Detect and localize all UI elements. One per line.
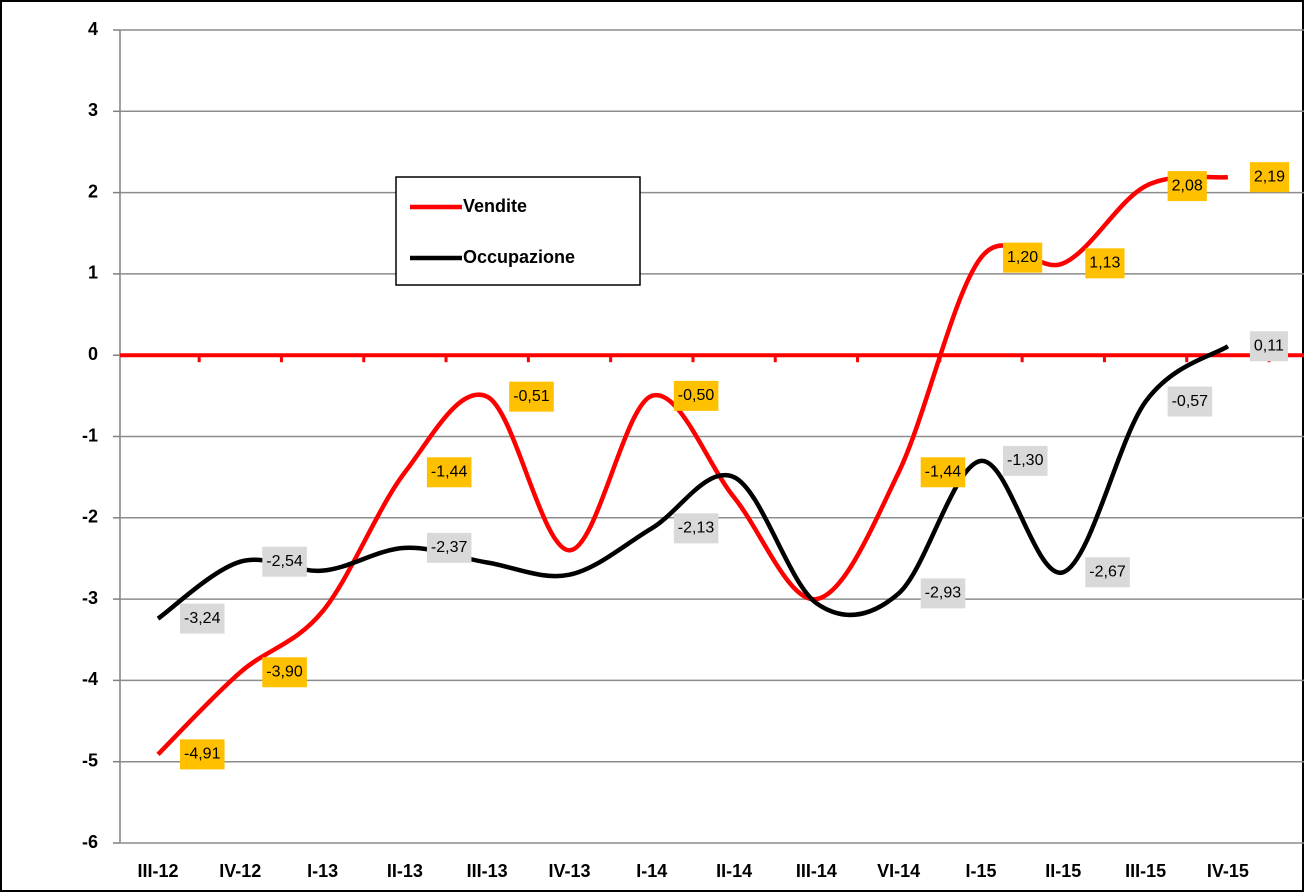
x-tick-label: I-13 <box>307 861 338 881</box>
data-label-box <box>262 657 307 688</box>
series-line <box>156 344 1230 621</box>
y-tick-label: -4 <box>82 669 98 689</box>
x-tick-label: II-13 <box>387 861 423 881</box>
y-tick-label: -5 <box>82 750 98 770</box>
data-label: -0,57 <box>1172 393 1209 410</box>
data-label-box <box>1167 171 1207 202</box>
data-label: -1,30 <box>1007 452 1044 469</box>
data-label-box <box>673 513 719 544</box>
x-tick-label: IV-13 <box>548 861 590 881</box>
data-label-box <box>1085 248 1125 279</box>
data-label-box <box>509 381 554 412</box>
data-label-box <box>180 603 225 634</box>
legend-label: Vendite <box>463 196 527 216</box>
data-label-box <box>426 532 472 563</box>
x-tick-label: II-15 <box>1045 861 1081 881</box>
data-label: -2,13 <box>678 520 715 537</box>
data-label-box <box>1249 162 1290 193</box>
y-tick-label: -1 <box>82 425 98 445</box>
data-label: 2,19 <box>1254 168 1285 185</box>
x-tick-label: III-14 <box>796 861 837 881</box>
x-tick-label: I-14 <box>636 861 667 881</box>
data-label: -3,90 <box>266 663 303 680</box>
data-label: 1,13 <box>1089 255 1120 272</box>
data-label-box <box>1085 557 1130 588</box>
data-label: 2,08 <box>1172 177 1203 194</box>
y-tick-label: 2 <box>88 181 98 201</box>
x-tick-label: I-15 <box>965 861 996 881</box>
legend-label: Occupazione <box>463 247 575 267</box>
x-tick-label: VI-14 <box>877 861 920 881</box>
data-label: -1,44 <box>925 463 962 480</box>
y-tick-label: 1 <box>88 263 98 283</box>
data-label: -2,37 <box>431 539 468 556</box>
y-tick-label: -2 <box>82 507 98 527</box>
data-label-box <box>1249 331 1288 362</box>
data-label: -2,93 <box>925 585 962 602</box>
data-label: -4,91 <box>184 746 221 763</box>
data-label: -0,50 <box>678 387 715 404</box>
y-tick-label: -3 <box>82 588 98 608</box>
y-tick-label: -6 <box>82 832 98 852</box>
data-label-box <box>920 457 966 488</box>
x-tick-label: II-14 <box>716 861 752 881</box>
data-label: -3,24 <box>184 610 221 627</box>
x-tick-label: IV-15 <box>1207 861 1249 881</box>
data-label: 0,11 <box>1254 337 1284 354</box>
y-tick-label: 4 <box>88 19 98 39</box>
data-label-box <box>1003 445 1048 476</box>
data-label-box <box>673 380 719 411</box>
data-label-box <box>1003 242 1043 273</box>
data-label: -2,67 <box>1089 563 1126 580</box>
x-tick-label: III-12 <box>137 861 178 881</box>
data-label-box <box>1167 386 1213 417</box>
data-label: 1,20 <box>1007 249 1038 266</box>
legend: Vendite Occupazione <box>395 176 641 286</box>
y-tick-label: 3 <box>88 100 98 120</box>
x-tick-label: III-15 <box>1125 861 1166 881</box>
y-tick-label: 0 <box>88 344 98 364</box>
data-label-box <box>426 457 472 488</box>
data-label: -2,54 <box>266 553 303 570</box>
data-label-box <box>180 739 225 770</box>
x-tick-label: IV-12 <box>219 861 261 881</box>
data-label-box <box>262 546 307 577</box>
data-label: -1,44 <box>431 463 468 480</box>
x-tick-label: III-13 <box>467 861 508 881</box>
labels: -4,91 -3,90 -1,44 -0,51 -0,50 -1,44 1,20 1,13 2,… <box>180 162 1290 770</box>
data-label-box <box>920 578 966 609</box>
data-label: -0,51 <box>513 388 550 405</box>
legend-box <box>395 176 641 286</box>
